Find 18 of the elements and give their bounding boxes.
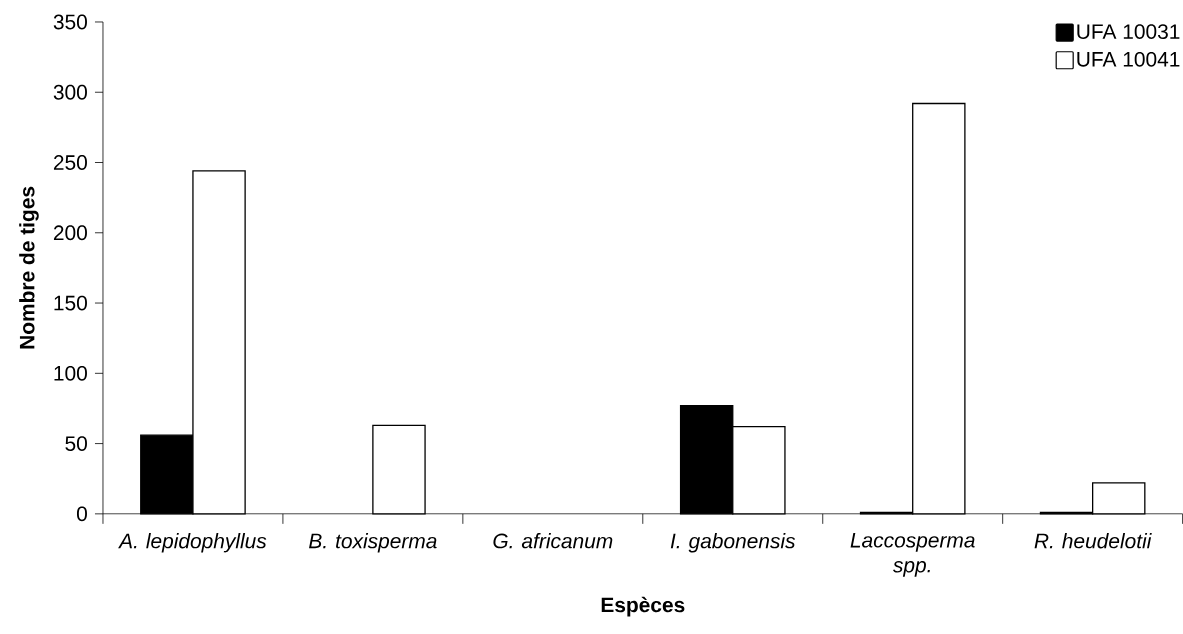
x-tick-label: A. lepidophyllus: [118, 533, 267, 553]
y-tick-label: 200: [53, 225, 87, 241]
y-axis-title: Nombre de tiges: [19, 186, 39, 349]
x-tick-label: Laccosperma spp.: [850, 533, 975, 577]
x-tick-label: B. toxisperma: [309, 533, 437, 553]
x-tick-label: R. heudelotii: [1034, 533, 1152, 549]
legend-label: UFA 10041: [1077, 51, 1180, 67]
legend-label: UFA 10031: [1077, 24, 1180, 40]
y-tick-label: 150: [54, 295, 87, 311]
y-tick-label: 250: [53, 155, 87, 171]
x-axis-title: Espèces: [601, 596, 685, 617]
x-tick-label: G. africanum: [493, 533, 613, 549]
y-tick-label: 0: [76, 506, 87, 522]
x-tick-label: I. gabonensis: [670, 533, 796, 553]
y-tick-label: 100: [54, 366, 87, 381]
y-tick-label: 300: [53, 84, 87, 100]
y-tick-label: 50: [65, 436, 87, 452]
y-tick-label: 350: [53, 14, 87, 30]
